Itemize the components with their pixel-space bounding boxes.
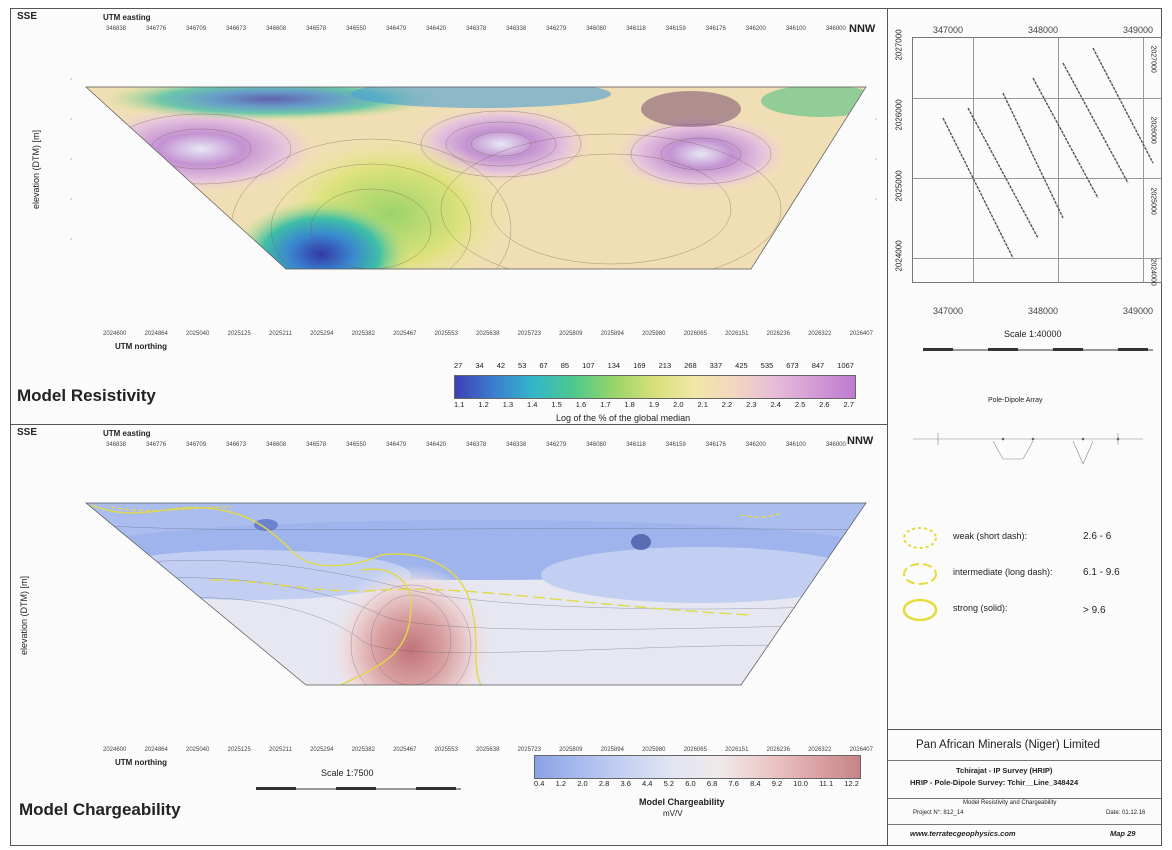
legend-weak-range: 2.6 - 6 <box>1083 531 1112 542</box>
survey-name: Tchirajat - IP Survey (HRIP) <box>956 766 1053 775</box>
chg-scale-label: Scale 1:7500 <box>321 768 374 778</box>
legend-strong-range: > 9.6 <box>1083 605 1106 616</box>
contour-legend-symbols <box>902 527 938 622</box>
resistivity-colorbar <box>454 375 856 399</box>
map-scale-label: Scale 1:40000 <box>1004 329 1062 339</box>
project-number: Project N°: 812_14 <box>913 810 964 816</box>
legend-weak: weak (short dash): <box>953 531 1028 541</box>
array-title: Pole-Dipole Array <box>988 397 1043 404</box>
res-right-direction: NNW <box>849 23 876 35</box>
res-colorbar-top-labels: 27 34 42 53 67 85 107 134 169 213 268 337 425 535 673 8… <box>454 361 854 370</box>
location-map <box>912 37 1162 283</box>
tb-desc-row: Model Resistivity and Chargeability Proj… <box>888 798 1161 825</box>
res-northing-label: UTM northing <box>115 342 167 351</box>
res-easting-label: UTM easting <box>103 13 151 22</box>
chargeability-colorbar <box>534 755 861 779</box>
map-date: Date: 01.12.16 <box>1106 810 1146 816</box>
map-left-ticks: 2027000 2026000 2025000 2024000 <box>894 29 904 272</box>
chg-left-direction: SSE <box>17 427 38 438</box>
chargeability-panel: SSE UTM easting NNW 346838 346776 346709 34… <box>11 425 888 845</box>
company-name: Pan African Minerals (Niger) Limited <box>916 739 1101 751</box>
chg-easting-ticks: 346838 346776 346709 346673 346608 346578 3465… <box>106 442 846 448</box>
chg-northing-ticks: 2024600 2024864 2025040 2025125 2025211 20252… <box>103 747 873 753</box>
res-easting-ticks: 346838 346776 346709 346673 346608 346578 3465… <box>106 26 846 32</box>
chg-right-direction: NNW <box>847 435 874 447</box>
legend-intermediate-range: 6.1 - 9.6 <box>1083 567 1120 578</box>
map-scale-bar <box>923 348 1153 351</box>
resistivity-title: Model Resistivity <box>17 386 156 405</box>
map-right-ticks: 2027000 2026000 2025000 2024000 <box>1149 45 1157 286</box>
map-bottom-ticks: 347000 348000 349000 <box>933 306 1153 316</box>
title-block: Pan African Minerals (Niger) Limited Tch… <box>888 729 1161 846</box>
map-sheet: SSE UTM easting NNW 346838 346776 346709 34… <box>10 8 1162 846</box>
tb-footer-row: www.terratecgeophysics.com Map 29 <box>888 824 1161 846</box>
map-number: Map 29 <box>1110 829 1136 838</box>
section-desc: Model Resistivity and Chargeability <box>963 800 1057 806</box>
survey-subtitle: HRIP - Pole-Dipole Survey: Tchir__Line_3… <box>910 778 1079 787</box>
res-colorbar-bottom-labels: 1.1 1.2 1.3 1.4 1.5 1.6 1.7 1.8 1.9 2.0 2.1 2.2 2.3 2… <box>454 400 854 409</box>
chg-colorbar-labels: 0.4 1.2 2.0 2.8 3.6 4.4 5.2 6.0 6.8 7.6 8.4 9.2 10.0… <box>534 779 859 788</box>
res-y-axis-label: elevation (DTM) [m] <box>31 129 41 209</box>
resistivity-section <box>70 78 877 270</box>
chg-y-axis-label: elevation (DTM) [m] <box>19 575 29 655</box>
res-colorbar-label: Log of the % of the global median <box>556 413 691 423</box>
side-panel: 347000 348000 349000 347000 348000 349 <box>888 9 1162 846</box>
resistivity-panel: SSE UTM easting NNW 346838 346776 346709 34… <box>11 9 888 425</box>
legend-intermediate: intermediate (long dash): <box>953 567 1053 577</box>
tb-company-row: Pan African Minerals (Niger) Limited <box>888 730 1161 761</box>
tb-survey-row: Tchirajat - IP Survey (HRIP) HRIP - Pole… <box>888 760 1161 799</box>
res-northing-ticks: 2024600 2024864 2025040 2025125 2025211 20252… <box>103 331 873 337</box>
chg-colorbar-unit: mV/V <box>663 809 683 818</box>
chg-easting-label: UTM easting <box>103 429 151 438</box>
chg-colorbar-label: Model Chargeability <box>639 797 725 807</box>
survey-lines <box>942 47 1154 259</box>
array-diagram <box>913 433 1143 465</box>
res-left-direction: SSE <box>17 11 38 22</box>
chg-northing-label: UTM northing <box>115 758 167 767</box>
chargeability-title: Model Chargeability <box>19 800 181 819</box>
chg-scale-bar <box>256 787 461 790</box>
chargeability-section <box>85 502 867 686</box>
map-top-ticks: 347000 348000 349000 <box>933 25 1153 35</box>
website-link[interactable]: www.terratecgeophysics.com <box>910 829 1016 838</box>
legend-strong: strong (solid): <box>953 603 1008 613</box>
